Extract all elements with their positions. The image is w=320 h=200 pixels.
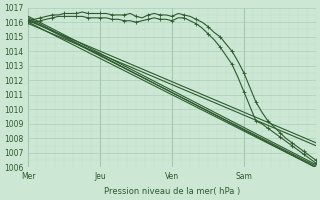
X-axis label: Pression niveau de la mer( hPa ): Pression niveau de la mer( hPa ) (104, 187, 240, 196)
